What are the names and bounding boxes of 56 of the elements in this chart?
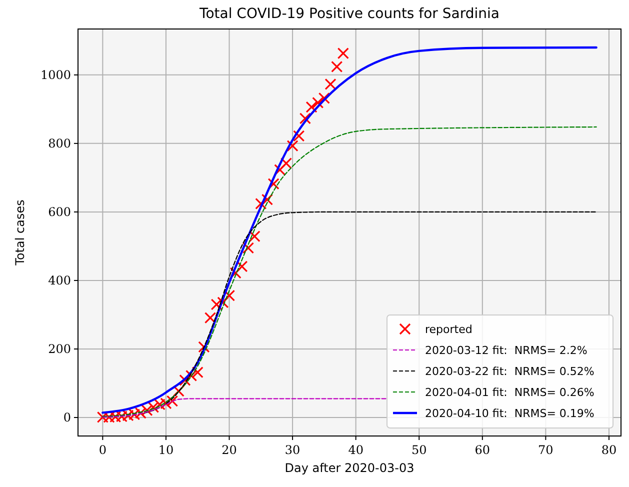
point: [274, 164, 286, 176]
point: [154, 398, 166, 410]
line-series: [102, 126, 597, 418]
legend-label: 2020-03-22 fit: NRMS= 0.52%: [425, 365, 594, 378]
point: [148, 401, 160, 414]
point: [324, 78, 336, 90]
x-tick-label: 40: [348, 443, 364, 457]
point: [172, 385, 184, 397]
point: [268, 178, 280, 190]
point: [248, 230, 260, 242]
point: [166, 395, 178, 407]
x-tick-label: 80: [601, 443, 617, 457]
point: [331, 60, 343, 72]
point: [299, 112, 311, 124]
point: [141, 404, 153, 416]
y-tick-label: 600: [48, 204, 71, 219]
legend-label: 2020-04-10 fit: NRMS= 0.19%: [425, 407, 594, 420]
point: [306, 101, 318, 113]
y-tick-label: 800: [48, 136, 71, 150]
y-axis-title: Total cases: [13, 200, 27, 266]
x-tick-label: 10: [158, 443, 174, 457]
point: [223, 290, 236, 302]
point: [230, 267, 242, 279]
x-tick-label: 0: [98, 443, 106, 457]
y-tick-label: 400: [48, 273, 71, 288]
legend-label: reported: [425, 323, 472, 336]
x-tick-label: 20: [222, 443, 237, 457]
x-axis-title: Day after 2020-03-03: [284, 461, 414, 475]
point: [217, 296, 229, 308]
y-tick-label: 0: [63, 410, 71, 424]
y-tick-label: 200: [48, 342, 71, 356]
point: [261, 194, 274, 206]
y-tick-label: 1000: [40, 68, 71, 82]
legend-label: 2020-03-12 fit: NRMS= 2.2%: [425, 344, 588, 357]
point: [255, 198, 267, 210]
line-series: [102, 398, 388, 418]
point: [160, 398, 172, 410]
legend-label: 2020-04-01 fit: NRMS= 0.26%: [425, 386, 594, 399]
point: [210, 298, 222, 310]
x-tick-label: 30: [284, 443, 300, 457]
point: [318, 92, 330, 104]
point: [204, 312, 216, 324]
point: [337, 48, 349, 60]
point: [293, 130, 305, 142]
x-tick-label: 70: [538, 443, 554, 457]
x-tick-label: 50: [411, 443, 427, 457]
chart-title: Total COVID-19 Positive counts for Sardinia: [198, 6, 500, 22]
point: [185, 370, 198, 382]
point: [179, 374, 191, 386]
point: [192, 366, 204, 378]
point: [242, 242, 254, 254]
point: [286, 140, 298, 152]
point: [236, 260, 248, 272]
point: [280, 157, 292, 170]
point: [312, 96, 324, 108]
x-tick-label: 60: [474, 443, 490, 457]
